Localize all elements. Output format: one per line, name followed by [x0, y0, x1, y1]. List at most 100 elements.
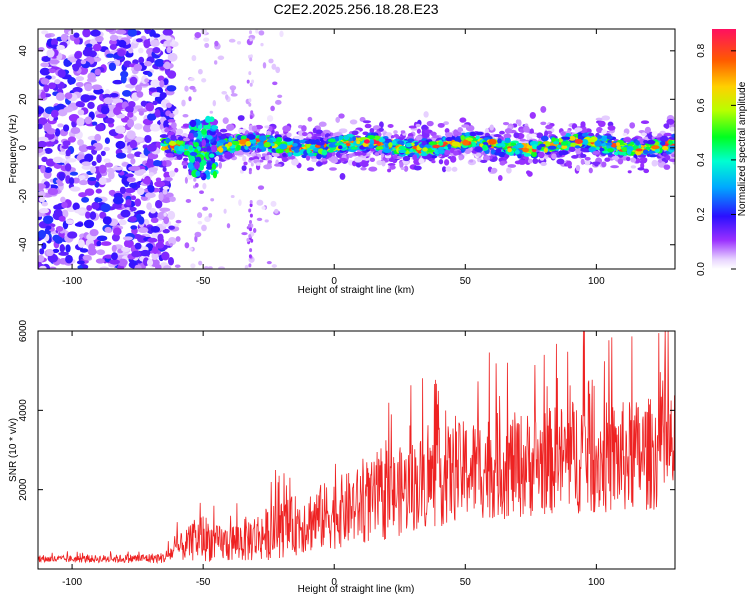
spectrogram-cell [248, 254, 252, 259]
spectrogram-cell [100, 241, 112, 246]
spectrogram-cell [580, 147, 589, 153]
spectrogram-cell [48, 59, 60, 65]
spectrogram-cell [46, 249, 54, 257]
spectrogram-cell [360, 162, 369, 168]
spectrogram-cell [218, 139, 227, 144]
spectrogram-cell [205, 115, 211, 123]
spectrogram-cell [187, 162, 194, 170]
spectrogram-cell [38, 207, 50, 214]
spectrogram-cell [144, 29, 151, 35]
spectrogram-cell [626, 149, 632, 155]
spectrogram-cell [292, 135, 301, 140]
spectrogram-cell [78, 175, 86, 180]
spectrogram-cell [354, 151, 363, 156]
spectrogram-cell [227, 142, 233, 147]
spectrogram-cell [251, 231, 255, 236]
spectrogram-cell [635, 148, 643, 152]
spectrogram-cell [68, 114, 80, 122]
spectrogram-cell [537, 151, 545, 158]
spectrogram-cell [611, 142, 617, 148]
spectrogram-cell [44, 166, 53, 174]
spectrogram-cell [445, 136, 453, 142]
spectrogram-cell [230, 194, 235, 199]
spectrogram-cell [451, 141, 461, 147]
spectrogram-cell [275, 66, 281, 74]
spectrogram-cell [246, 238, 250, 242]
spectrogram-cell [129, 182, 138, 189]
spectrogram-cell [162, 228, 170, 234]
spectrogram-x-label: Height of straight line (km) [298, 285, 415, 296]
spectrogram-cell [335, 151, 341, 158]
spectrogram-cell [73, 32, 80, 38]
spectrogram-cell [617, 158, 624, 165]
spectrogram-cell [236, 144, 241, 151]
spectrogram-cell [251, 125, 258, 132]
spectrogram-cell [532, 157, 539, 165]
spectrogram-cell [201, 224, 207, 232]
spectrogram-cell [596, 126, 603, 134]
spectrogram-cell [226, 223, 231, 229]
spectrogram-cell [142, 124, 153, 133]
spectrogram-cell [162, 186, 170, 190]
spectrogram-cell [657, 159, 663, 163]
spectrogram-cell [420, 152, 428, 157]
spectrogram-cell [59, 244, 65, 253]
spectrogram-cell [72, 86, 83, 94]
spectrogram-cell [422, 147, 428, 152]
spectrogram-cell [580, 153, 587, 158]
spectrogram-cell [74, 209, 86, 214]
spectrogram-cell [114, 125, 126, 134]
spectrogram-cell [166, 46, 172, 54]
spectrogram-cell [529, 128, 534, 135]
spectrogram-cell [502, 121, 510, 126]
spectrogram-cell [127, 111, 134, 118]
spectrogram-y-tick-label: -40 [18, 237, 29, 252]
spectrogram-cell [43, 122, 52, 132]
spectrogram-cell [274, 208, 279, 214]
spectrogram-cell [403, 165, 409, 172]
spectrogram-cell [237, 115, 245, 121]
spectrogram-cell [77, 139, 84, 146]
spectrogram-cell [163, 61, 171, 70]
spectrogram-cell [225, 94, 229, 100]
spectrogram-cell [266, 115, 274, 122]
spectrogram-cell [233, 151, 241, 156]
spectrogram-cell [58, 172, 65, 181]
spectrogram-cell [444, 128, 450, 134]
spectrogram-cell [197, 220, 203, 225]
spectrogram-cell [232, 140, 240, 146]
spectrogram-cell [168, 113, 175, 118]
spectrogram-cell [176, 128, 184, 135]
spectrogram-cell [138, 56, 145, 64]
spectrogram-cell [255, 29, 259, 34]
spectrogram-cell [204, 43, 210, 48]
spectrogram-cell [168, 170, 176, 178]
spectrogram-cell [412, 154, 418, 161]
spectrogram-cell [188, 96, 192, 102]
spectrogram-cell [540, 121, 547, 126]
spectrogram-cell [584, 159, 591, 166]
spectrogram-cell [424, 129, 433, 134]
spectrogram-cell [461, 147, 466, 152]
spectrogram-cell [488, 138, 497, 145]
spectrogram-cell [82, 29, 91, 38]
spectrogram-cell [139, 82, 150, 87]
spectrogram-cell [601, 115, 611, 121]
spectrogram-cell [257, 185, 265, 190]
spectrogram-cell [364, 123, 372, 129]
spectrogram-cell [103, 158, 111, 164]
spectrogram-cell [461, 124, 470, 128]
spectrogram-cell [249, 115, 253, 120]
spectrogram-cell [54, 209, 63, 217]
spectrogram-cell [189, 119, 197, 128]
spectrogram-cell [490, 167, 498, 174]
spectrogram-cell [98, 176, 107, 186]
spectrogram-cell [219, 128, 228, 133]
spectrogram-cell [144, 134, 152, 144]
spectrogram-cell [597, 120, 606, 128]
spectrogram-cell [238, 128, 243, 134]
spectrogram-cell [248, 234, 252, 239]
spectrogram-cell [86, 204, 93, 212]
spectrogram-cell [91, 201, 100, 210]
spectrogram-x-tick-label: -50 [196, 276, 211, 287]
